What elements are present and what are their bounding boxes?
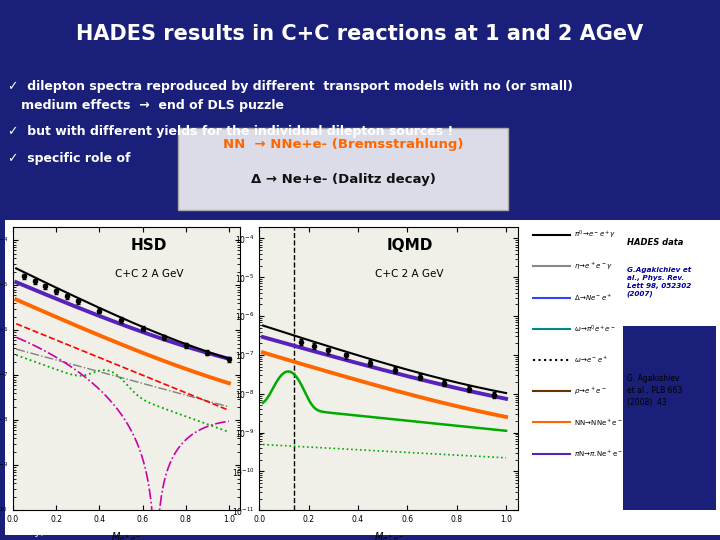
Text: $\rho\!\to\!e^+e^-$: $\rho\!\to\!e^+e^-$ — [574, 386, 607, 397]
Text: ✓  but with different yields for the individual dilepton sources !: ✓ but with different yields for the indi… — [8, 125, 454, 138]
Text: $\pi$N$\!\to\!\pi$.Ne$^+$e$^-$: $\pi$N$\!\to\!\pi$.Ne$^+$e$^-$ — [574, 448, 623, 459]
Text: ✓  dilepton spectra reproduced by different  transport models with no (or small): ✓ dilepton spectra reproduced by differe… — [8, 80, 573, 93]
Text: M.Thomere et al.: M.Thomere et al. — [330, 480, 431, 493]
Text: NPA 807(2008)214: NPA 807(2008)214 — [10, 496, 121, 509]
Text: E.Bratkovskaya et al.: E.Bratkovskaya et al. — [10, 480, 135, 493]
Text: HADES data: HADES data — [626, 238, 683, 247]
Text: HSD: HSD — [131, 238, 167, 253]
Text: NN  → NNe+e- (Bremsstrahlung): NN → NNe+e- (Bremsstrahlung) — [222, 138, 463, 151]
Text: C+C 2 A GeV: C+C 2 A GeV — [114, 269, 184, 279]
Text: C+C 2 A GeV: C+C 2 A GeV — [375, 269, 444, 279]
Text: Δ → Ne+e- (Dalitz decay): Δ → Ne+e- (Dalitz decay) — [251, 173, 436, 186]
Text: $\eta\!\to\!e^+e^-\gamma$: $\eta\!\to\!e^+e^-\gamma$ — [574, 261, 613, 272]
Text: 4: 4 — [701, 522, 710, 536]
Text: NN$\!\to\!$NNe$^+$e$^-$: NN$\!\to\!$NNe$^+$e$^-$ — [574, 417, 623, 428]
Text: medium effects  →  end of DLS puzzle: medium effects → end of DLS puzzle — [8, 99, 284, 112]
Text: IQMD: IQMD — [387, 238, 433, 253]
Text: $\pi^0\!\to\!e^-e^+\gamma$: $\pi^0\!\to\!e^-e^+\gamma$ — [574, 229, 616, 241]
X-axis label: $M_{e^+e^-}$
(GeV/c$^2$): $M_{e^+e^-}$ (GeV/c$^2$) — [105, 530, 148, 540]
Text: $\omega\!\to\!\pi^0e^+e^-$: $\omega\!\to\!\pi^0e^+e^-$ — [574, 323, 616, 334]
Text: G.Agakichiev et
al., Phys. Rev.
Lett 98, 052302
(2007): G.Agakichiev et al., Phys. Rev. Lett 98,… — [626, 266, 690, 297]
Text: HADES results in C+C reactions at 1 and 2 AGeV: HADES results in C+C reactions at 1 and … — [76, 24, 644, 44]
Bar — [5, 220, 720, 535]
Text: Hadron  2009, Florida: Hadron 2009, Florida — [300, 522, 420, 532]
Bar — [623, 326, 716, 510]
Bar — [178, 128, 508, 210]
Text: $\omega\!\to\!e^-e^+$: $\omega\!\to\!e^-e^+$ — [574, 355, 608, 365]
Text: PRC75,064902(2007): PRC75,064902(2007) — [330, 496, 456, 509]
Text: ✓  specific role of: ✓ specific role of — [8, 152, 130, 165]
Text: $\Delta\!\to\!Ne^-e^+$: $\Delta\!\to\!Ne^-e^+$ — [574, 293, 613, 303]
Text: G. Agakishiev
et al., PLB 663
(2008)  43: G. Agakishiev et al., PLB 663 (2008) 43 — [626, 374, 682, 407]
Text: Orsay, France: Orsay, France — [10, 527, 82, 537]
X-axis label: $M_{e^+e^-}$
(GeV/c$^2$): $M_{e^+e^-}$ (GeV/c$^2$) — [368, 530, 410, 540]
Text: Béatrice Ramstein, IPN: Béatrice Ramstein, IPN — [10, 514, 130, 524]
